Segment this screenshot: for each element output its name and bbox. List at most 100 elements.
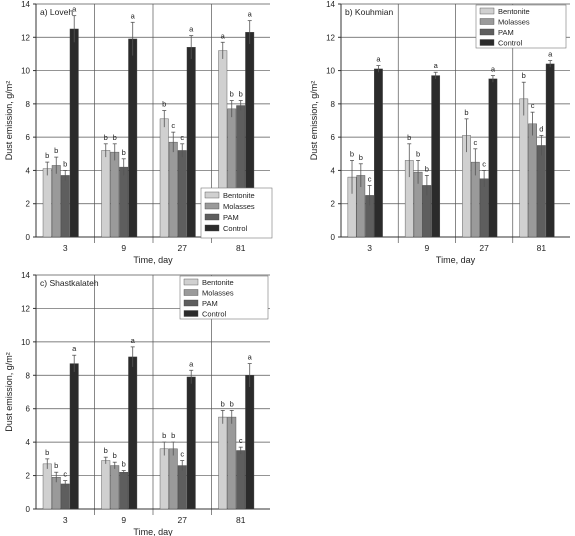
significance-letter: c <box>473 138 477 147</box>
y-tick-label: 0 <box>26 505 31 514</box>
x-tick-label: 9 <box>121 515 126 525</box>
y-tick-label: 8 <box>26 371 31 380</box>
significance-letter: d <box>539 124 543 133</box>
legend-label: Bentonite <box>498 7 530 16</box>
significance-letter: a <box>189 25 194 34</box>
bar-bentonite-3 <box>42 463 52 510</box>
bar-pam-9 <box>119 166 129 238</box>
significance-letter: c <box>482 159 486 168</box>
x-tick-label: 3 <box>367 243 372 253</box>
bar-molasses-9 <box>110 465 120 510</box>
y-tick-label: 2 <box>26 200 31 209</box>
significance-letter: b <box>104 133 108 142</box>
x-axis-title: Time, day <box>133 527 173 536</box>
bar-bentonite-9 <box>101 460 111 510</box>
legend-label: Bentonite <box>202 278 234 287</box>
bar-control-27 <box>186 376 196 510</box>
x-axis-title: Time, day <box>133 255 173 265</box>
legend-swatch-molasses <box>204 202 220 210</box>
bar-pam-81 <box>236 450 246 510</box>
y-tick-label: 2 <box>331 200 336 209</box>
panel-title: c) Shastkalateh <box>40 278 99 288</box>
significance-letter: b <box>54 461 58 470</box>
y-tick-label: 0 <box>26 233 31 242</box>
legend-label: PAM <box>223 213 239 222</box>
bar-bentonite-27 <box>159 118 169 238</box>
bar-molasses-81 <box>227 416 237 510</box>
x-tick-label: 27 <box>178 243 188 253</box>
bar-control-81 <box>545 63 555 238</box>
bar-pam-27 <box>177 150 187 238</box>
x-tick-label: 9 <box>425 243 430 253</box>
y-tick-label: 4 <box>331 166 336 175</box>
y-tick-label: 0 <box>331 233 336 242</box>
y-tick-label: 14 <box>21 0 30 9</box>
significance-letter: a <box>376 55 381 64</box>
significance-letter: a <box>548 50 553 59</box>
significance-letter: c <box>180 133 184 142</box>
bar-control-3 <box>69 363 79 510</box>
legend-swatch-control <box>183 310 199 317</box>
y-tick-label: 10 <box>326 67 335 76</box>
significance-letter: b <box>464 108 468 117</box>
legend-label: PAM <box>202 299 218 308</box>
legend-swatch-pam <box>183 299 199 307</box>
legend-label: PAM <box>498 28 514 37</box>
y-tick-label: 12 <box>21 33 30 42</box>
x-tick-label: 9 <box>121 243 126 253</box>
significance-letter: b <box>230 399 234 408</box>
significance-letter: b <box>45 448 49 457</box>
y-tick-label: 2 <box>26 472 31 481</box>
significance-letter: b <box>122 148 126 157</box>
x-tick-label: 81 <box>537 243 547 253</box>
significance-letter: b <box>162 100 166 109</box>
significance-letter: b <box>522 71 526 80</box>
bar-control-9 <box>128 38 138 238</box>
y-tick-label: 12 <box>326 33 335 42</box>
y-tick-label: 10 <box>21 67 30 76</box>
bar-control-27 <box>488 78 498 238</box>
significance-letter: b <box>221 399 225 408</box>
significance-letter: b <box>407 133 411 142</box>
legend-swatch-bentonite <box>204 191 220 199</box>
y-tick-label: 4 <box>26 166 31 175</box>
legend-swatch-molasses <box>183 289 199 296</box>
significance-letter: b <box>350 149 354 158</box>
x-tick-label: 3 <box>63 515 68 525</box>
bar-control-27 <box>186 47 196 238</box>
significance-letter: b <box>416 149 420 158</box>
legend-swatch-bentonite <box>183 278 199 286</box>
y-tick-label: 6 <box>331 133 336 142</box>
y-tick-label: 8 <box>331 100 336 109</box>
y-tick-label: 4 <box>26 438 31 447</box>
significance-letter: c <box>63 470 67 479</box>
significance-letter: b <box>425 164 429 173</box>
bar-control-3 <box>374 68 383 238</box>
bar-pam-3 <box>60 483 70 510</box>
legend-label: Molasses <box>202 289 234 298</box>
significance-letter: b <box>113 133 117 142</box>
significance-letter: a <box>248 353 253 362</box>
significance-letter: b <box>239 90 243 99</box>
legend-swatch-bentonite <box>479 7 495 15</box>
bar-control-9 <box>128 356 138 510</box>
legend-swatch-pam <box>479 28 495 36</box>
bar-bentonite-27 <box>159 448 169 510</box>
significance-letter: a <box>189 359 194 368</box>
x-tick-label: 27 <box>178 515 188 525</box>
y-tick-label: 14 <box>21 271 30 280</box>
y-tick-label: 6 <box>26 133 31 142</box>
significance-letter: b <box>104 446 108 455</box>
panel-title: b) Kouhmian <box>345 7 393 17</box>
bar-pam-81 <box>537 145 546 238</box>
legend-swatch-control <box>479 39 495 46</box>
significance-letter: c <box>180 450 184 459</box>
significance-letter: b <box>54 146 58 155</box>
significance-letter: a <box>434 61 439 70</box>
significance-letter: b <box>122 460 126 469</box>
y-axis-title: Dust emission, g/m² <box>309 81 319 161</box>
legend-swatch-molasses <box>479 18 495 25</box>
